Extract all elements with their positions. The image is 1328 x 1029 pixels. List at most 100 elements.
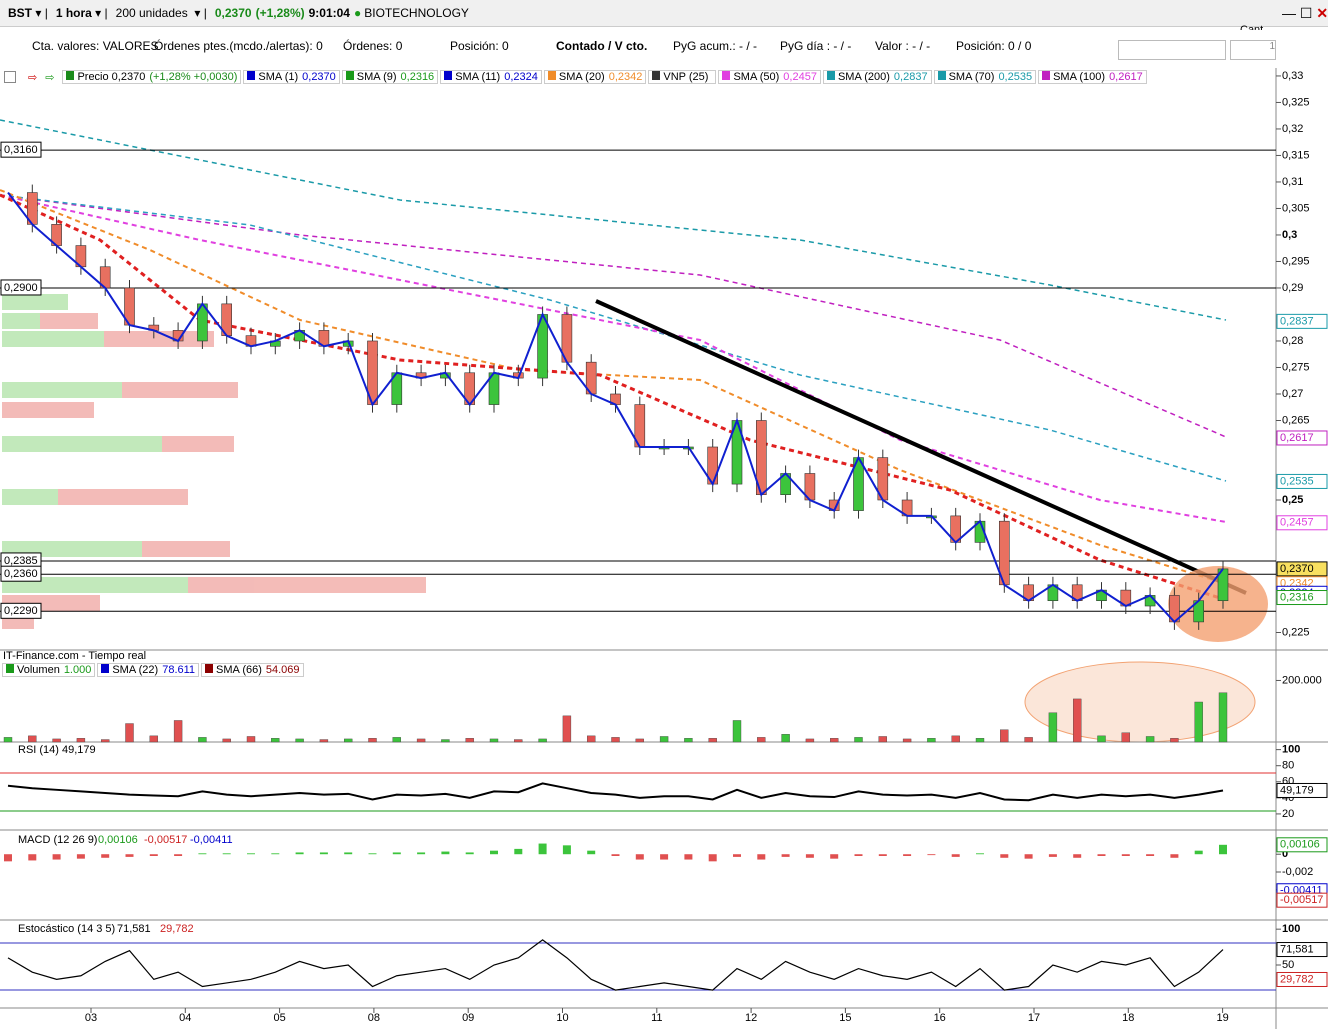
qty[interactable]: 1 [1230,40,1276,60]
volume-bar [1072,698,1082,743]
volume-bar [100,739,110,743]
macd-bar [28,854,37,861]
stoch-label: Estocástico (14 3 5) [18,923,115,935]
legend-value: 0,2370 [302,71,336,83]
legend-label: SMA (70) [948,71,995,83]
level-box [0,279,42,296]
volume-bar [975,738,985,743]
candle [683,446,694,450]
macd-bar [198,853,207,855]
macd-bar [611,854,620,856]
legend-swatch [6,664,14,673]
candle [634,404,646,448]
level-label: 0,2900 [4,282,38,294]
candle [658,446,670,450]
level-box [0,565,42,582]
candle [26,192,38,225]
legend-value: 0,2837 [893,71,928,83]
candle [367,340,378,405]
trend-line [595,299,1247,595]
units[interactable]: 200 unidades [115,6,188,20]
value-badge [1276,883,1328,899]
x-tick-label: 11 [651,1012,662,1024]
volume-bar [562,715,572,743]
volume-bar [1097,735,1106,743]
macd-bar [1146,854,1155,856]
account-item: Valor : - / - [875,39,931,53]
candle [148,324,160,331]
y-tick-label: 0,28 [1282,335,1303,347]
candle [1096,589,1107,602]
macd-bar [4,854,12,862]
macd-bar [781,854,790,857]
volume-bar [514,739,523,743]
macd-bar [1170,854,1179,858]
macd-bar [1024,854,1033,859]
y-tick-label: 0,3 [1282,229,1297,241]
y-tick-label: 0,315 [1282,149,1310,161]
legend-swatch [722,71,731,80]
macd-bar [344,852,353,855]
value-badge-label: 0,2370 [1280,563,1314,575]
symbol[interactable]: BST [8,6,32,20]
macd-bar [1097,854,1106,856]
y-tick-label: 50 [1282,959,1294,971]
macd-bar [635,854,644,860]
candle [75,245,87,268]
rsi-badge [1276,782,1328,798]
volume-bar [1121,732,1131,743]
toolbar: BST ▾ | 1 hora ▾ | 200 unidades ▾ | 0,23… [0,0,1328,36]
macd-bar [174,854,183,856]
x-tick-label: 18 [1122,1012,1134,1024]
x-tick-label: 16 [934,1012,946,1024]
candle [853,457,864,511]
candle [488,372,500,405]
candle [294,330,305,342]
candle [197,303,208,342]
legend-swatch [66,71,75,80]
macd-bar [1073,854,1082,858]
level-label: 0,2360 [4,568,38,580]
volume-bar [635,738,644,743]
y-tick-label: 40 [1282,792,1294,804]
macd-bar [441,851,450,855]
legend-value: 0,2316 [400,71,435,83]
legend-label: SMA (50) [733,71,780,83]
legend-value: 0,2617 [1109,71,1143,83]
volume-bar [611,737,620,743]
select[interactable] [1118,40,1226,60]
legend-item: Precio 0,2370 (+1,28% +0,0030) [62,70,242,84]
macd-bar [490,850,498,855]
candle [707,446,719,485]
value-badge-label: 0,2342 [1280,578,1314,590]
volume-bar [28,735,37,743]
legend-label: SMA (11) [455,71,501,83]
x-tick-label: 10 [556,1012,568,1024]
volume-bar [684,738,693,743]
account-bar: 1 Cta. valores: VALORES Órdenes ptes.(mcd… [0,30,1328,62]
legend-value: 1.000 [63,664,92,676]
macd-bar [733,854,741,857]
x-tick-label: 15 [839,1012,851,1024]
volume-bar [902,738,912,743]
y-tick-label: 0,325 [1282,96,1310,108]
legend: ⇨ ⇨ Precio 0,2370 (+1,28% +0,0030) SMA (1) 0,… [0,68,1328,86]
volume-bar [416,738,426,743]
legend-value: 0,2324 [504,71,538,83]
x-tick-label: 08 [368,1012,380,1024]
value-badge [1276,561,1328,577]
candle [245,335,257,347]
x-tick-label: 17 [1028,1012,1040,1024]
candle [561,314,573,363]
volume-bar [319,739,329,743]
candle [804,473,816,501]
y-tick-label: 0,27 [1282,388,1303,400]
panel-borders [0,68,1328,1029]
macd-bar [101,854,110,858]
interval[interactable]: 1 hora [55,6,92,20]
volume-bar [732,720,742,743]
candle [415,372,427,379]
x-tick-label: 09 [462,1012,474,1024]
value-badge-label: 0,2324 [1280,587,1314,599]
